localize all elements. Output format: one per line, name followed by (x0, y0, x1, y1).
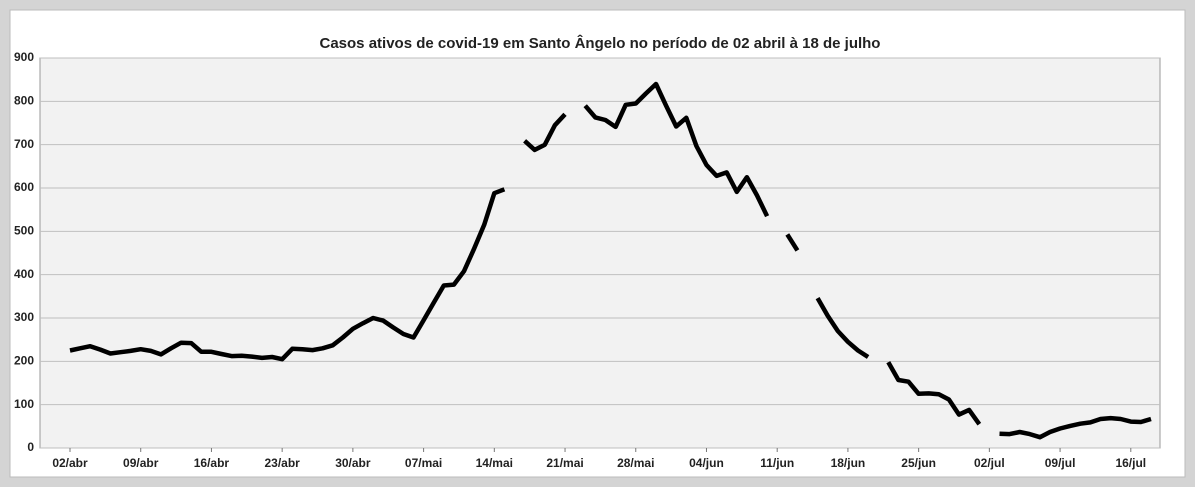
x-tick-label: 02/jul (974, 456, 1005, 470)
x-tick-label: 30/abr (335, 456, 371, 470)
x-tick-label: 09/abr (123, 456, 159, 470)
y-tick-label: 500 (14, 224, 34, 238)
plot-area (39, 57, 1161, 449)
x-tick-label: 21/mai (546, 456, 583, 470)
y-tick-label: 800 (14, 94, 34, 108)
y-tick-label: 100 (14, 397, 34, 411)
chart-title: Casos ativos de covid-19 em Santo Ângelo… (320, 34, 881, 52)
y-tick-label: 900 (14, 50, 34, 64)
x-tick-label: 16/abr (194, 456, 230, 470)
y-tick-label: 200 (14, 354, 34, 368)
y-tick-label: 400 (14, 267, 34, 281)
x-tick-label: 16/jul (1115, 456, 1146, 470)
x-tick-label: 25/jun (901, 456, 936, 470)
x-tick-label: 14/mai (476, 456, 513, 470)
series-line (69, 81, 1152, 440)
y-tick-label: 700 (14, 137, 34, 151)
x-tick-label: 04/jun (689, 456, 724, 470)
x-tick-label: 07/mai (405, 456, 442, 470)
x-tick-label: 18/jun (831, 456, 866, 470)
x-tick-label: 11/jun (760, 456, 794, 470)
x-tick-label: 09/jul (1045, 456, 1076, 470)
x-tick-label: 02/abr (52, 456, 88, 470)
x-tick-label: 28/mai (617, 456, 654, 470)
y-tick-label: 300 (14, 310, 34, 324)
x-tick-label: 23/abr (264, 456, 300, 470)
y-tick-label: 600 (14, 180, 34, 194)
y-tick-label: 0 (27, 440, 34, 454)
